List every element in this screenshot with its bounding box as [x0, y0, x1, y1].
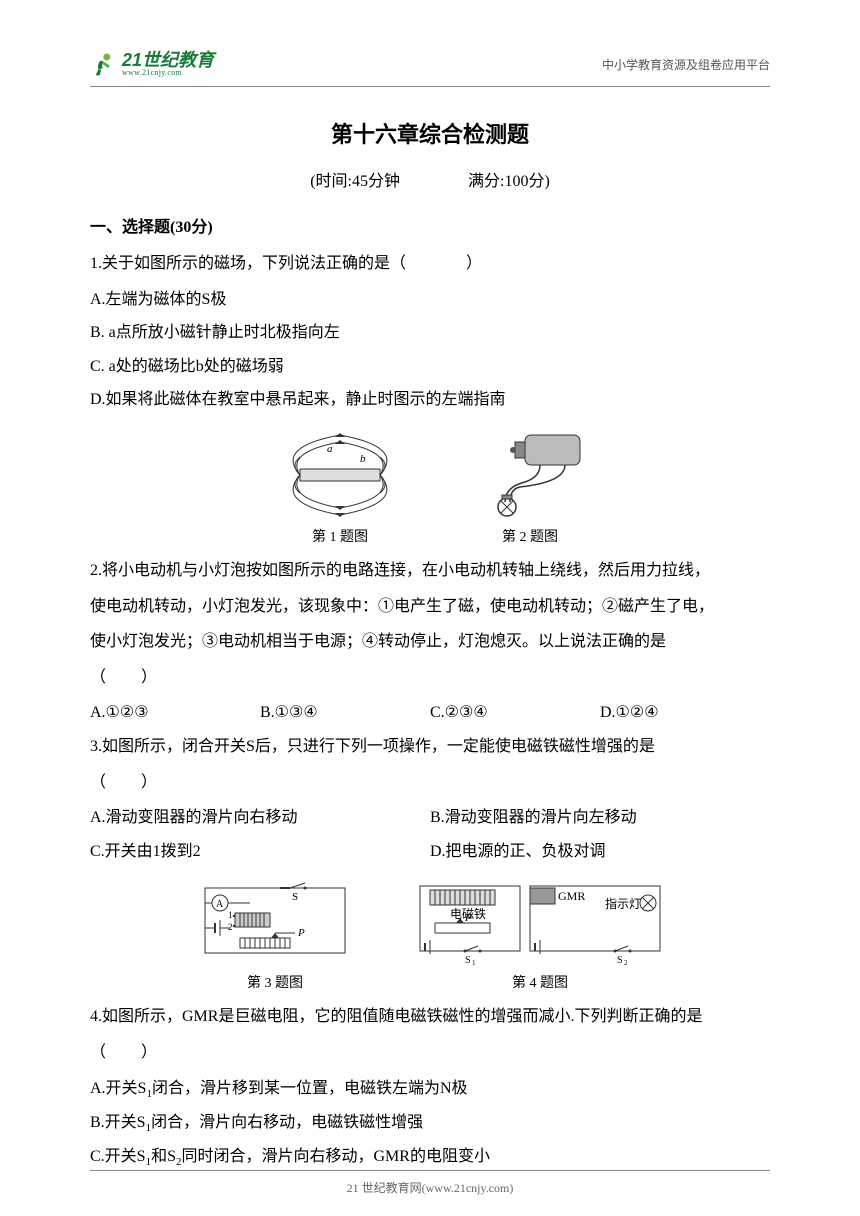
q3-line2: （） — [90, 766, 770, 800]
q2-line4: （） — [90, 661, 770, 695]
svg-text:a: a — [327, 443, 333, 455]
q2-optD: D.①②④ — [600, 696, 770, 730]
subtitle: (时间:45分钟 满分:100分) — [90, 167, 770, 191]
figure-4: 电磁铁 P S1 GMR 指示灯 — [410, 878, 670, 992]
q3-optA: A.滑动变阻器的滑片向右移动 — [90, 801, 430, 835]
q4-optA: A.开关S1闭合，滑片移到某一位置，电磁铁左端为N极 — [90, 1072, 770, 1106]
svg-text:S: S — [465, 955, 471, 966]
q2-optB: B.①③④ — [260, 696, 430, 730]
footer-divider — [90, 1170, 770, 1171]
time-label: (时间:45分钟 — [310, 173, 400, 190]
q3-optC: C.开关由1拨到2 — [90, 835, 430, 869]
figure-1-caption: 第 1 题图 — [312, 526, 368, 546]
q1-optB: B. a点所放小磁针静止时北极指向左 — [90, 316, 770, 350]
figures-3-4: A S P 1 2 — [90, 878, 770, 992]
q2-line2: 使电动机转动，小灯泡发光，该现象中：①电产生了磁，使电动机转动；②磁产生了电， — [90, 590, 770, 624]
section-1-heading: 一、选择题(30分) — [90, 213, 770, 237]
figure-1-svg: a b — [265, 427, 415, 522]
svg-text:A: A — [216, 899, 224, 910]
header-divider — [90, 86, 770, 87]
q2-optA: A.①②③ — [90, 696, 260, 730]
figure-3: A S P 1 2 — [190, 878, 360, 992]
q4-optB: B.开关S1闭合，滑片向右移动，电磁铁磁性增强 — [90, 1106, 770, 1140]
score-label: 满分:100分) — [468, 173, 550, 190]
svg-text:S: S — [617, 955, 623, 966]
page-header: 21世纪教育 www.21cnjy.com 中小学教育资源及组卷应用平台 — [90, 50, 770, 78]
figure-4-svg: 电磁铁 P S1 GMR 指示灯 — [410, 878, 670, 968]
svg-text:2: 2 — [228, 922, 233, 932]
svg-text:1: 1 — [472, 959, 476, 967]
svg-text:b: b — [360, 453, 366, 465]
logo-url: www.21cnjy.com — [122, 69, 214, 77]
q3-line1: 3.如图所示，闭合开关S后，只进行下列一项操作，一定能使电磁铁磁性增强的是 — [90, 730, 770, 764]
q4-line2: （） — [90, 1036, 770, 1070]
q3-optB: B.滑动变阻器的滑片向左移动 — [430, 801, 770, 835]
figure-2: 第 2 题图 — [465, 427, 595, 546]
header-right-text: 中小学教育资源及组卷应用平台 — [602, 56, 770, 73]
q2-options: A.①②③ B.①③④ C.②③④ D.①②④ — [90, 696, 770, 730]
svg-text:1: 1 — [228, 910, 233, 920]
svg-text:P: P — [297, 927, 305, 939]
figure-3-caption: 第 3 题图 — [247, 972, 303, 992]
footer-text: 21 世纪教育网(www.21cnjy.com) — [0, 1179, 860, 1196]
svg-text:指示灯: 指示灯 — [605, 896, 641, 911]
figure-2-svg — [465, 427, 595, 522]
q1-stem: 1.关于如图所示的磁场，下列说法正确的是（） — [90, 247, 770, 281]
page-title: 第十六章综合检测题 — [90, 117, 770, 149]
svg-text:P: P — [464, 913, 471, 924]
figure-4-caption: 第 4 题图 — [512, 972, 568, 992]
q2-line3: 使小灯泡发光；③电动机相当于电源；④转动停止，灯泡熄灭。以上说法正确的是 — [90, 625, 770, 659]
q3-optD: D.把电源的正、负极对调 — [430, 835, 770, 869]
q4-line1: 4.如图所示，GMR是巨磁电阻，它的阻值随电磁铁磁性的增强而减小.下列判断正确的… — [90, 1000, 770, 1034]
figure-2-caption: 第 2 题图 — [502, 526, 558, 546]
logo: 21世纪教育 www.21cnjy.com — [90, 50, 214, 78]
q1-optA: A.左端为磁体的S极 — [90, 283, 770, 317]
logo-icon — [90, 50, 118, 78]
figure-1: a b 第 1 题图 — [265, 427, 415, 546]
logo-main-text: 21世纪教育 — [122, 51, 214, 69]
svg-text:GMR: GMR — [558, 889, 585, 903]
figure-3-svg: A S P 1 2 — [190, 878, 360, 968]
q1-optD: D.如果将此磁体在教室中悬吊起来，静止时图示的左端指南 — [90, 383, 770, 417]
q3-options-row2: C.开关由1拨到2 D.把电源的正、负极对调 — [90, 835, 770, 869]
q2-optC: C.②③④ — [430, 696, 600, 730]
q2-line1: 2.将小电动机与小灯泡按如图所示的电路连接，在小电动机转轴上绕线，然后用力拉线， — [90, 554, 770, 588]
page-footer: 21 世纪教育网(www.21cnjy.com) — [0, 1170, 860, 1196]
q1-optC: C. a处的磁场比b处的磁场弱 — [90, 350, 770, 384]
figures-1-2: a b 第 1 题图 第 2 题图 — [90, 427, 770, 546]
svg-text:S: S — [292, 891, 298, 903]
svg-text:2: 2 — [624, 959, 628, 967]
q3-options-row1: A.滑动变阻器的滑片向右移动 B.滑动变阻器的滑片向左移动 — [90, 801, 770, 835]
